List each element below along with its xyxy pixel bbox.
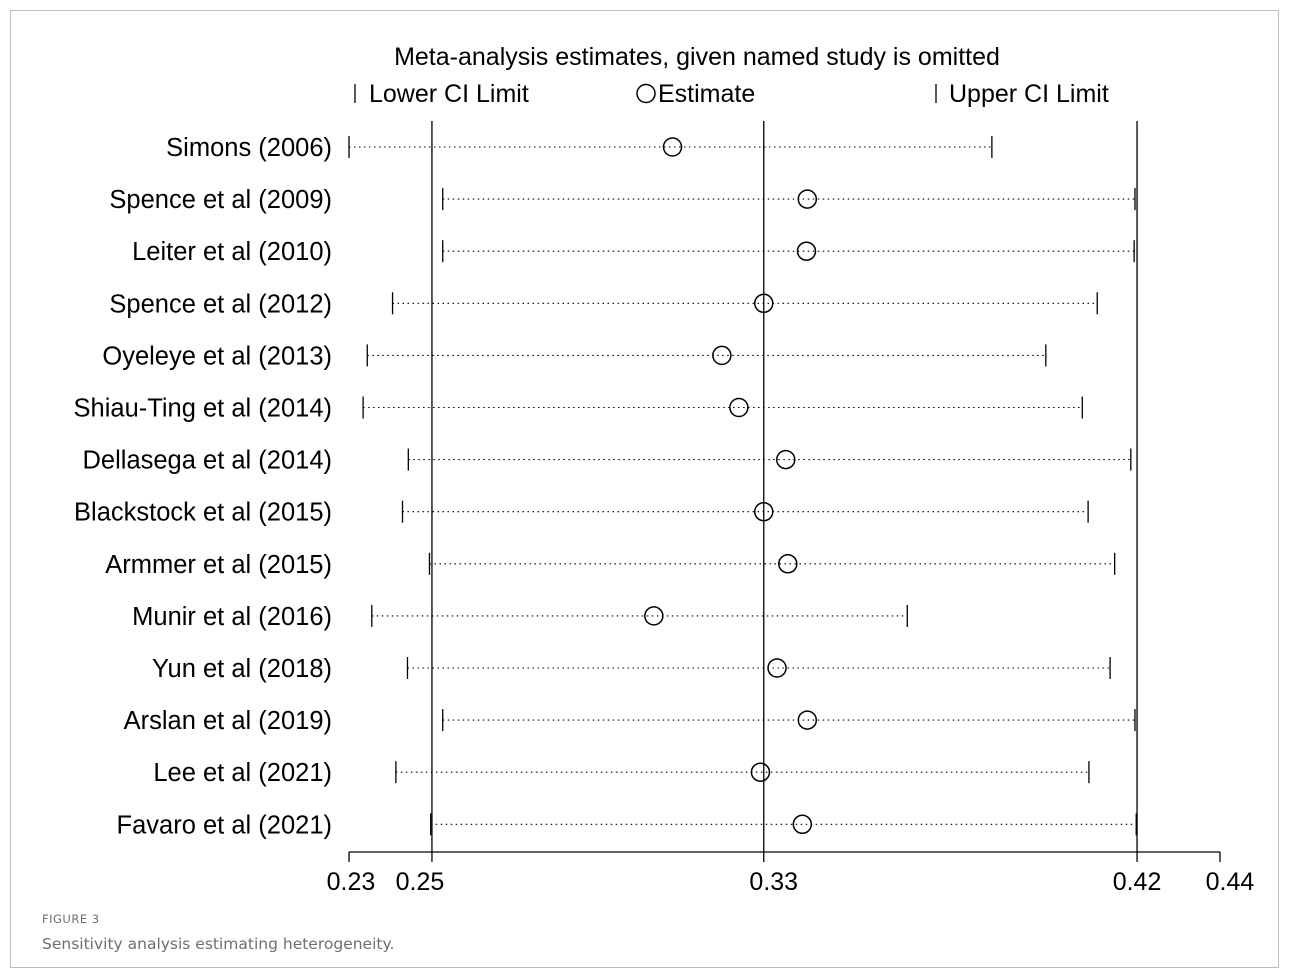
chart-title: Meta-analysis estimates, given named stu… [394,43,1000,71]
estimate-marker [797,189,818,209]
legend: Lower CI Limit Estimate Upper CI Limit [354,80,1109,108]
study-rows: Simons (2006) Spence et al (2009) Leiter e… [74,134,1137,839]
study-row: Armmer et al (2015) [105,551,1116,579]
estimate-marker [644,606,664,626]
study-label: Simons (2006) [166,134,332,162]
estimate-marker [754,501,774,522]
estimate-marker [797,710,818,730]
study-row: Spence et al (2012) [109,290,1098,318]
study-label: Spence et al (2012) [109,290,332,318]
study-label: Leiter et al (2010) [132,238,332,266]
study-label: Shiau-Ting et al (2014) [74,395,332,423]
study-row: Oyeleye et al (2013) [102,342,1047,370]
estimate-marker [792,814,813,835]
estimate-marker [767,658,787,678]
study-label: Arslan et al (2019) [124,707,332,735]
study-label: Blackstock et al (2015) [74,499,332,527]
estimate-marker [712,345,732,366]
study-label: Oyeleye et al (2013) [102,342,332,370]
x-axis: 0.23 0.25 0.33 0.42 0.44 [327,851,1255,896]
study-row: Blackstock et al (2015) [74,499,1089,527]
study-label: Favaro et al (2021) [117,811,332,839]
study-label: Lee et al (2021) [153,759,332,787]
study-row: Favaro et al (2021) [117,811,1137,839]
study-label: Yun et al (2018) [152,655,332,683]
estimate-marker [754,293,774,314]
x-tick-label-4: 0.44 [1206,868,1255,896]
study-row: Simons (2006) [166,134,993,162]
legend-lower-label: Lower CI Limit [369,80,529,108]
estimate-marker [729,397,749,418]
estimate-marker [778,554,798,574]
study-row: Lee et al (2021) [153,759,1090,787]
reference-lines [431,121,1138,852]
study-row: Yun et al (2018) [152,655,1111,683]
figure-caption: Sensitivity analysis estimating heteroge… [42,935,395,953]
study-row: Arslan et al (2019) [124,707,1136,735]
study-label: Munir et al (2016) [132,603,332,631]
figure-label: FIGURE 3 [42,912,100,926]
estimate-marker [775,449,796,470]
study-label: Armmer et al (2015) [105,551,332,579]
x-tick-label-1: 0.25 [396,868,445,896]
estimate-marker [662,137,683,157]
study-row: Munir et al (2016) [132,603,908,631]
study-row: Spence et al (2009) [109,186,1136,214]
study-label: Dellasega et al (2014) [83,447,332,475]
figure-frame [10,10,1279,968]
legend-upper-label: Upper CI Limit [949,80,1109,108]
x-tick-label-2: 0.33 [749,868,798,896]
estimate-marker [796,241,817,261]
study-row: Leiter et al (2010) [132,238,1135,266]
legend-estimate-marker [636,83,656,104]
study-label: Spence et al (2009) [109,186,332,214]
x-tick-label-0: 0.23 [327,868,376,896]
estimate-marker [750,762,771,782]
x-tick-label-3: 0.42 [1113,868,1162,896]
study-row: Shiau-Ting et al (2014) [74,395,1083,423]
legend-estimate-label: Estimate [658,80,755,108]
study-row: Dellasega et al (2014) [83,447,1132,475]
